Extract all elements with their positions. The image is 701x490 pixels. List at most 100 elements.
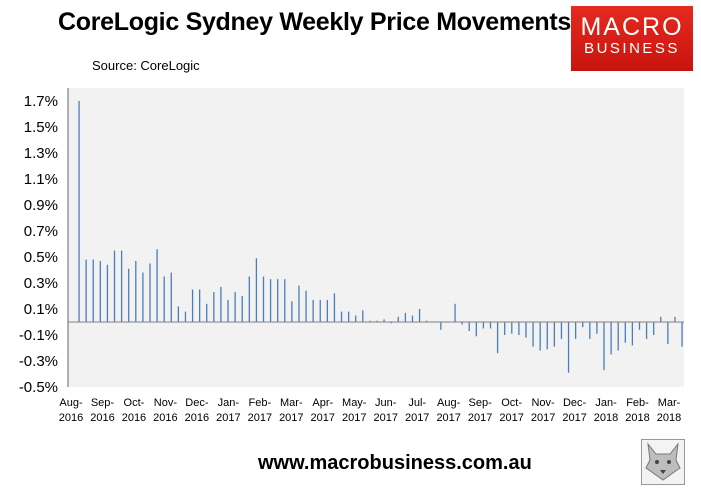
bar: [574, 322, 577, 339]
bar: [284, 279, 286, 322]
bar: [305, 290, 307, 322]
bar: [234, 292, 236, 322]
y-axis-ticks: 1.7% 1.5% 1.3% 1.1% 0.9% 0.7% 0.5% 0.3% 0.1% -0.1…: [19, 93, 58, 396]
bar: [220, 286, 222, 322]
x-tick-label: Dec-2016: [185, 397, 209, 424]
bar: [546, 322, 548, 350]
x-tick-label: Oct-2016: [122, 397, 146, 424]
logo-line-2: BUSINESS: [584, 40, 680, 57]
bar: [681, 322, 683, 347]
bar: [525, 322, 527, 338]
x-tick-label: Mar-2017: [279, 397, 303, 424]
bar: [241, 296, 243, 322]
y-tick-label: 0.7%: [24, 223, 58, 240]
bar: [660, 316, 662, 322]
bar: [106, 264, 109, 322]
y-tick-label: 1.5%: [24, 119, 58, 136]
bar: [511, 322, 513, 334]
bar: [312, 299, 314, 322]
bar: [496, 322, 499, 354]
bar: [277, 279, 279, 322]
bar: [113, 250, 116, 322]
bar: [213, 292, 215, 322]
bar: [454, 303, 456, 322]
bar: [85, 259, 87, 322]
bar: [135, 260, 137, 322]
bar: [589, 322, 591, 339]
bar: [376, 320, 378, 322]
bar: [674, 316, 676, 322]
bar: [518, 322, 520, 335]
x-tick-label: Sep-2016: [90, 397, 114, 424]
source-note: Source: CoreLogic: [92, 58, 200, 73]
bar: [404, 312, 407, 322]
bar: [291, 301, 293, 322]
wolf-icon: [641, 439, 685, 485]
bar: [269, 279, 272, 322]
bar: [645, 322, 648, 339]
bar: [206, 303, 208, 322]
x-tick-label: Feb-2018: [625, 397, 649, 424]
bar: [596, 322, 598, 334]
bar: [504, 322, 506, 335]
plot-area: [68, 88, 684, 387]
y-tick-label: 0.5%: [24, 249, 58, 266]
bar: [603, 322, 605, 371]
bar: [319, 299, 321, 322]
bar: [227, 299, 229, 322]
x-tick-label: Mar-2018: [657, 397, 681, 424]
y-tick-label: 0.9%: [24, 197, 58, 214]
y-tick-label: 0.1%: [24, 301, 58, 318]
bar: [184, 311, 187, 322]
x-tick-label: Aug-2017: [436, 397, 460, 424]
bar: [610, 322, 612, 355]
bar: [418, 309, 421, 322]
bar: [177, 306, 180, 322]
bar: [92, 259, 94, 322]
x-tick-label: Nov-2016: [153, 397, 177, 424]
bar: [78, 101, 80, 322]
page-title: CoreLogic Sydney Weekly Price Movements: [58, 8, 572, 36]
x-tick-label: Sep-2017: [468, 397, 492, 424]
bar: [638, 322, 641, 330]
y-tick-label: -0.1%: [19, 327, 58, 344]
bar: [149, 263, 151, 322]
x-tick-label: Apr-2017: [311, 397, 335, 424]
bar: [532, 322, 534, 347]
bar: [156, 249, 158, 322]
x-tick-label: Jul-2017: [405, 397, 429, 424]
bar: [617, 322, 619, 351]
bar: [298, 285, 300, 322]
x-tick-label: Nov-2017: [531, 397, 555, 424]
bar: [369, 320, 371, 322]
bar: [440, 322, 442, 330]
bar: [383, 319, 385, 322]
bar: [128, 268, 130, 322]
bar: [475, 322, 477, 337]
x-tick-label: Aug-2016: [59, 397, 83, 424]
bar: [347, 311, 350, 322]
bar: [624, 322, 626, 343]
bar: [667, 322, 669, 345]
bar: [362, 310, 364, 322]
y-tick-label: 1.7%: [24, 93, 58, 110]
x-tick-label: Oct-2017: [499, 397, 523, 424]
bar: [199, 289, 201, 322]
bar: [397, 316, 399, 322]
x-tick-label: Jan-2018: [594, 397, 618, 424]
y-tick-label: 0.3%: [24, 275, 58, 292]
bar-series: [78, 101, 683, 373]
x-tick-label: Dec-2017: [562, 397, 586, 424]
x-tick-label: Jan-2017: [216, 397, 240, 424]
bar: [333, 293, 336, 322]
bar: [326, 299, 328, 322]
bar: [191, 289, 194, 322]
bar: [120, 250, 123, 322]
bar: [567, 322, 570, 373]
bar: [482, 322, 485, 329]
bar: [262, 276, 265, 322]
x-axis-ticks: Aug-2016 Sep-2016 Oct-2016 Nov-2016 Dec-2016…: [59, 397, 681, 424]
bar: [163, 276, 165, 322]
bar: [489, 322, 492, 329]
website-url: www.macrobusiness.com.au: [258, 452, 532, 474]
